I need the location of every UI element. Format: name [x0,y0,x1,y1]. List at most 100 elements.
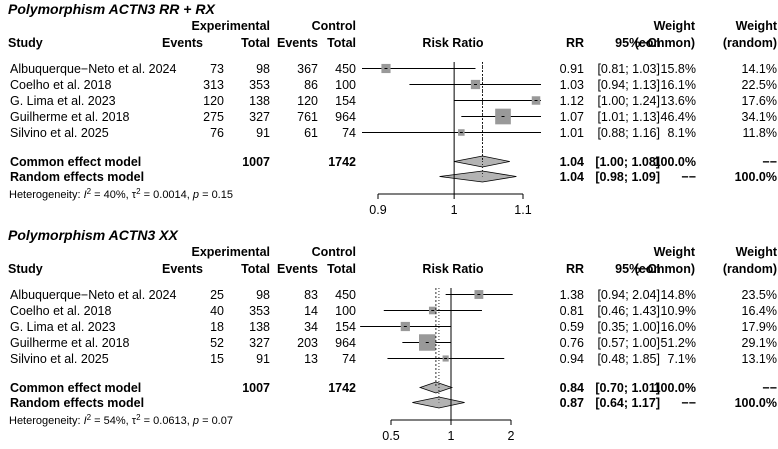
ci-value: [0.94; 1.13] [597,78,660,92]
study-row: Guilherme et al. 2018 52 327 203 964 0.76 [0.5… [10,334,777,351]
ctrl-events: 61 [304,126,318,140]
weight-common: 46.4% [661,110,696,124]
weight-common: 10.9% [661,304,696,318]
random-ci: [0.64; 1.17] [595,396,660,410]
common-weight-common: 100.0% [654,381,696,395]
ctrl-total: 74 [342,126,356,140]
ci-value: [0.57; 1.00] [597,336,660,350]
header-exp-total: Total [241,36,270,50]
ctrl-total: 74 [342,352,356,366]
heterogeneity-text: Heterogeneity: I2 = 40%, τ2 = 0.0014, p … [9,187,233,201]
ctrl-events: 120 [297,94,318,108]
x-axis-tick-label: 0.9 [369,203,386,217]
header-rr: RR [566,262,584,276]
study-name: Albuquerque−Neto et al. 2024 [10,62,176,76]
panel-title: Polymorphism ACTN3 RR + RX [8,1,216,17]
panel-title: Polymorphism ACTN3 XX [8,227,180,243]
header-weight-common: Weight [654,19,696,33]
header-weight-random: Weight [736,245,778,259]
common-label: Common effect model [10,381,141,395]
header-ci: 95%−CI [615,262,660,276]
study-name: Albuquerque−Neto et al. 2024 [10,288,176,302]
rr-value: 1.38 [560,288,584,302]
exp-events: 52 [210,336,224,350]
study-name: Guilherme et al. 2018 [10,336,130,350]
exp-total: 353 [249,304,270,318]
common-rr: 0.84 [560,381,584,395]
random-effects-diamond [439,170,517,183]
rr-value: 0.91 [560,62,584,76]
common-weight-common: 100.0% [654,155,696,169]
weight-common: 7.1% [668,352,697,366]
common-exp-total: 1007 [242,381,270,395]
weight-common: 51.2% [661,336,696,350]
exp-total: 98 [256,62,270,76]
weight-random: 13.1% [742,352,777,366]
common-ctrl-total: 1742 [328,381,356,395]
rr-value: 0.94 [560,352,584,366]
exp-total: 138 [249,94,270,108]
weight-random: 14.1% [742,62,777,76]
ctrl-events: 83 [304,288,318,302]
ci-value: [0.81; 1.03] [597,62,660,76]
study-name: Coelho et al. 2018 [10,78,112,92]
common-ctrl-total: 1742 [328,155,356,169]
ci-value: [0.46; 1.43] [597,304,660,318]
weight-random: 17.9% [742,320,777,334]
study-row: G. Lima et al. 2023 120 138 120 154 1.12 [1.00… [10,94,777,108]
exp-events: 120 [203,94,224,108]
header-control: Control [312,245,356,259]
rr-value: 1.03 [560,78,584,92]
common-ci: [0.70; 1.01] [595,381,660,395]
exp-total: 138 [249,320,270,334]
exp-total: 91 [256,352,270,366]
common-effect-row: Common effect model 1007 1742 1.04 [1.00; 1.… [10,155,777,169]
random-rr: 1.04 [560,170,584,184]
ctrl-total: 100 [335,304,356,318]
weight-common: 16.0% [661,320,696,334]
x-axis-tick-label: 0.5 [382,429,399,443]
exp-events: 18 [210,320,224,334]
exp-total: 327 [249,336,270,350]
study-name: G. Lima et al. 2023 [10,94,116,108]
x-axis-tick-label: 1.1 [514,203,531,217]
ci-value: [0.35; 1.00] [597,320,660,334]
header-common: (common) [635,262,695,276]
x-axis-tick-label: 1 [448,429,455,443]
header-ci: 95%−CI [615,36,660,50]
common-rr: 1.04 [560,155,584,169]
exp-total: 353 [249,78,270,92]
rr-value: 0.76 [560,336,584,350]
ci-value: [0.88; 1.16] [597,126,660,140]
ctrl-events: 203 [297,336,318,350]
ctrl-total: 964 [335,336,356,350]
header-exp-events: Events [162,36,203,50]
header-rr: RR [566,36,584,50]
exp-events: 25 [210,288,224,302]
rr-value: 0.81 [560,304,584,318]
study-name: Silvino et al. 2025 [10,352,109,366]
common-effect-diamond [454,155,510,168]
random-label: Random effects model [10,396,144,410]
weight-common: 15.8% [661,62,696,76]
weight-random: 11.8% [742,126,777,140]
ci-value: [1.01; 1.13] [597,110,660,124]
exp-total: 98 [256,288,270,302]
common-label: Common effect model [10,155,141,169]
exp-total: 327 [249,110,270,124]
study-row: Albuquerque−Neto et al. 2024 25 98 83 450 1.3… [10,288,777,302]
common-weight-random: −− [762,155,777,169]
study-row: Guilherme et al. 2018 275 327 761 964 1.07 [1.… [10,108,777,125]
random-rr: 0.87 [560,396,584,410]
study-row: Albuquerque−Neto et al. 2024 73 98 367 450 0.… [10,62,777,76]
header-study: Study [8,262,43,276]
exp-events: 73 [210,62,224,76]
random-weight-common: −− [681,396,696,410]
random-effects-row: Random effects model 0.87 [0.64; 1.17] −− 10… [10,396,777,410]
rr-value: 1.12 [560,94,584,108]
random-weight-random: 100.0% [735,170,777,184]
common-exp-total: 1007 [242,155,270,169]
ctrl-total: 964 [335,110,356,124]
